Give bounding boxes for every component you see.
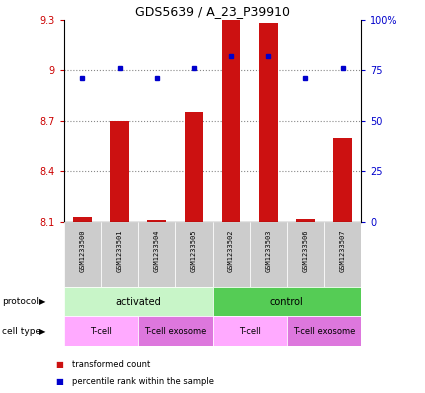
Bar [259,23,278,222]
Bar [287,316,361,346]
Text: control: control [270,297,304,307]
Title: GDS5639 / A_23_P39910: GDS5639 / A_23_P39910 [135,6,290,18]
Text: protocol: protocol [2,297,39,306]
Bar [249,222,287,287]
Bar [296,219,315,222]
Bar [175,222,212,287]
Bar [64,222,101,287]
Text: ▶: ▶ [39,297,46,306]
Text: T-cell exosome: T-cell exosome [293,327,355,336]
Bar [287,222,324,287]
Text: ■: ■ [55,360,63,369]
Bar [212,222,249,287]
Text: T-cell: T-cell [239,327,261,336]
Text: GSM1233506: GSM1233506 [303,230,309,272]
Bar [64,316,138,346]
Text: cell type: cell type [2,327,41,336]
Text: GSM1233504: GSM1233504 [154,230,160,272]
Bar [64,287,212,316]
Bar [222,20,241,222]
Text: GSM1233500: GSM1233500 [79,230,85,272]
Text: ■: ■ [55,377,63,386]
Text: T-cell exosome: T-cell exosome [144,327,207,336]
Bar [324,222,361,287]
Bar [184,112,203,222]
Bar [333,138,352,222]
Bar [110,121,129,222]
Bar [212,287,361,316]
Text: ▶: ▶ [39,327,46,336]
Text: transformed count: transformed count [72,360,150,369]
Text: percentile rank within the sample: percentile rank within the sample [72,377,214,386]
Bar [212,316,287,346]
Text: activated: activated [115,297,161,307]
Bar [138,222,175,287]
Text: GSM1233505: GSM1233505 [191,230,197,272]
Text: GSM1233503: GSM1233503 [265,230,271,272]
Bar [73,217,92,222]
Text: GSM1233507: GSM1233507 [340,230,346,272]
Bar [138,316,212,346]
Bar [101,222,138,287]
Text: T-cell: T-cell [90,327,112,336]
Text: GSM1233501: GSM1233501 [116,230,122,272]
Bar [147,220,166,222]
Text: GSM1233502: GSM1233502 [228,230,234,272]
